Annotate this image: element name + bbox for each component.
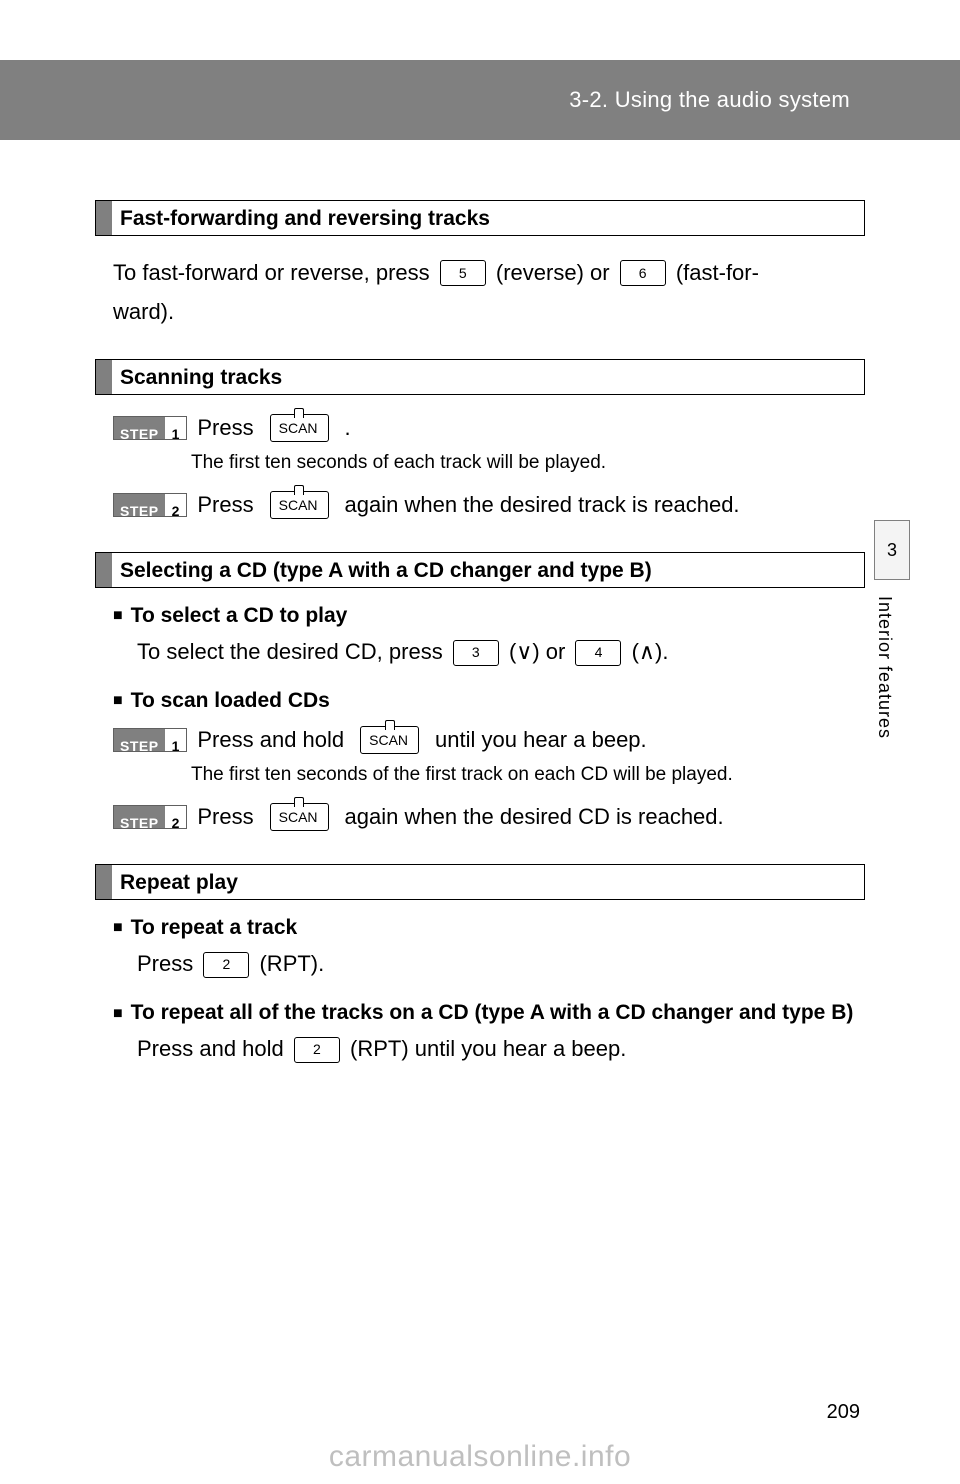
scan-step-1-note: The first ten seconds of each track will… — [95, 448, 865, 478]
select-cd-body: To select the desired CD, press 3 (∨) or… — [113, 632, 865, 673]
breadcrumb: 3-2. Using the audio system — [569, 87, 850, 113]
button-scan: SCAN — [270, 491, 329, 519]
button-key-5: 5 — [440, 260, 486, 286]
sub-header-select-cd: ■ To select a CD to play — [113, 604, 865, 628]
step-label: STEP — [114, 729, 165, 751]
button-key-2: 2 — [294, 1037, 340, 1063]
button-key-2: 2 — [203, 952, 249, 978]
button-key-3: 3 — [453, 640, 499, 666]
square-bullet-icon: ■ — [113, 919, 123, 937]
text: again when the desired track is reached. — [345, 486, 740, 525]
sub-header-label: To repeat all of the tracks on a CD (typ… — [131, 1001, 865, 1025]
section-header-selcd: Selecting a CD (type A with a CD changer… — [95, 552, 865, 588]
button-key-4: 4 — [575, 640, 621, 666]
scancd-step-1: STEP 1 Press and hold SCAN until you hea… — [113, 721, 865, 760]
step-number: 2 — [165, 806, 187, 828]
header-band: 3-2. Using the audio system — [0, 60, 960, 140]
text: (fast-for- — [676, 260, 759, 285]
text: To fast-forward or reverse, press — [113, 260, 436, 285]
step-badge: STEP 1 — [113, 416, 187, 440]
section-title: Repeat play — [112, 865, 246, 899]
section-header-scan: Scanning tracks — [95, 359, 865, 395]
text: until you hear a beep. — [435, 721, 647, 760]
section-title: Scanning tracks — [112, 360, 290, 394]
step-number: 2 — [165, 494, 187, 516]
text: . — [345, 409, 351, 448]
ff-body: To fast-forward or reverse, press 5 (rev… — [95, 254, 865, 331]
step-badge: STEP 2 — [113, 493, 187, 517]
step-badge: STEP 2 — [113, 805, 187, 829]
top-margin — [0, 0, 960, 60]
sub-header-label: To select a CD to play — [131, 604, 348, 628]
repeat-all-body: Press and hold 2 (RPT) until you hear a … — [113, 1029, 865, 1070]
scan-step-1: STEP 1 Press SCAN . — [95, 409, 865, 448]
button-key-6: 6 — [620, 260, 666, 286]
sub-header-label: To scan loaded CDs — [131, 689, 330, 713]
text: again when the desired CD is reached. — [345, 798, 724, 837]
sub-header-repeat-all: ■ To repeat all of the tracks on a CD (t… — [113, 1001, 865, 1025]
button-scan: SCAN — [270, 414, 329, 442]
button-scan: SCAN — [270, 803, 329, 831]
square-bullet-icon: ■ — [113, 607, 123, 625]
sub-header-label: To repeat a track — [131, 916, 298, 940]
scan-step-2: STEP 2 Press SCAN again when the desired… — [95, 486, 865, 525]
sub-header-scan-cds: ■ To scan loaded CDs — [113, 689, 865, 713]
section-accent — [96, 865, 112, 899]
step-number: 1 — [165, 417, 187, 439]
text: To select the desired CD, press — [137, 639, 449, 664]
thumb-tab: 3 Interior features — [874, 520, 910, 739]
repeat-track-body: Press 2 (RPT). — [113, 944, 865, 985]
step-badge: STEP 1 — [113, 728, 187, 752]
chapter-tab-label: Interior features — [874, 596, 895, 739]
scancd-step-2: STEP 2 Press SCAN again when the desired… — [113, 798, 865, 837]
section-header-ff: Fast-forwarding and reversing tracks — [95, 200, 865, 236]
section-header-repeat: Repeat play — [95, 864, 865, 900]
text: ward). — [113, 299, 174, 324]
text: (RPT). — [259, 951, 324, 976]
step-label: STEP — [114, 417, 165, 439]
step-number: 1 — [165, 729, 187, 751]
text: Press — [137, 951, 199, 976]
page-number: 209 — [827, 1401, 860, 1424]
step-label: STEP — [114, 806, 165, 828]
section-accent — [96, 360, 112, 394]
button-scan: SCAN — [360, 726, 419, 754]
text: Press and hold — [197, 721, 344, 760]
square-bullet-icon: ■ — [113, 692, 123, 710]
content-area: Fast-forwarding and reversing tracks To … — [0, 140, 960, 1070]
text: (RPT) until you hear a beep. — [350, 1036, 626, 1061]
section-title: Fast-forwarding and reversing tracks — [112, 201, 498, 235]
manual-page: 3-2. Using the audio system Fast-forward… — [0, 0, 960, 1484]
watermark: carmanualsonline.info — [0, 1440, 960, 1474]
text: (∨) or — [509, 639, 572, 664]
scancd-step-1-note: The first ten seconds of the first track… — [113, 760, 865, 790]
text: Press and hold — [137, 1036, 290, 1061]
text: Press — [197, 486, 253, 525]
section-title: Selecting a CD (type A with a CD changer… — [112, 553, 660, 587]
square-bullet-icon: ■ — [113, 1001, 123, 1023]
text: Press — [197, 409, 253, 448]
text: (reverse) or — [496, 260, 616, 285]
text: (∧). — [632, 639, 669, 664]
chapter-tab-number: 3 — [874, 520, 910, 580]
sub-header-repeat-track: ■ To repeat a track — [113, 916, 865, 940]
text: Press — [197, 798, 253, 837]
step-label: STEP — [114, 494, 165, 516]
section-accent — [96, 201, 112, 235]
section-accent — [96, 553, 112, 587]
